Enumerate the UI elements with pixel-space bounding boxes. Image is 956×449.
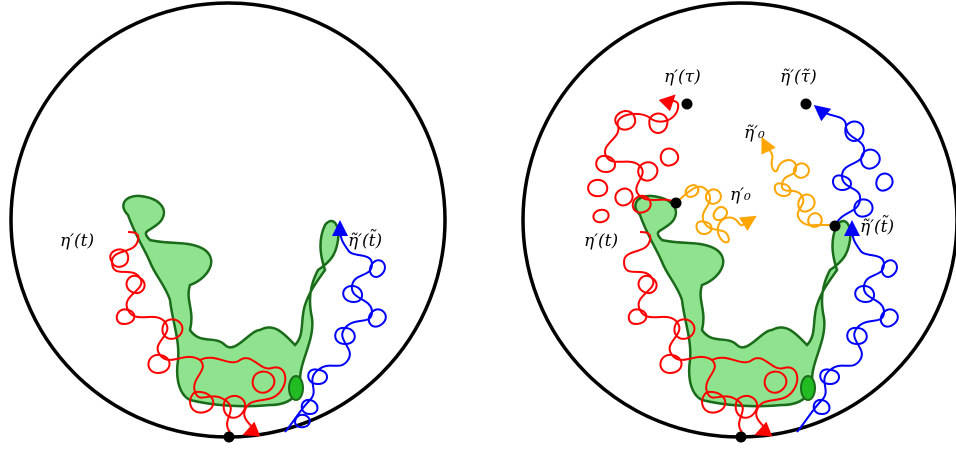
right-inner-blob [800, 375, 816, 401]
right-eta-tilde-t-point [829, 220, 841, 232]
right-eta-tilde-curve [796, 220, 886, 433]
right-hull-region [634, 194, 852, 408]
right-eta-t-point [670, 197, 682, 209]
left-inner-blob [288, 375, 304, 401]
right-label-eta-tilde: η̃′(t̃) [860, 215, 894, 237]
right-label-eta-tilde-zero: η̃′₀ [744, 123, 765, 143]
right-eta-tilde-zero-curve [761, 136, 836, 227]
right-label-eta: η′(t) [584, 231, 618, 251]
left-label-eta: η′(t) [60, 231, 94, 251]
right-label-eta-tau: η′(τ) [664, 67, 701, 87]
right-eta-tilde-tau-point [800, 98, 812, 110]
left-root-point [223, 431, 235, 443]
right-label-eta-zero: η′₀ [730, 185, 751, 205]
right-root-point [735, 431, 747, 443]
right-eta-tilde-zero-loops [773, 162, 823, 228]
right-eta-zero-loops [684, 184, 728, 236]
left-eta-tilde-curve [284, 220, 374, 433]
right-eta-loops [627, 274, 788, 419]
left-eta-loops [109, 248, 276, 419]
left-panel: η′(t) η̃′(t̃) [9, 1, 447, 443]
right-eta-tilde-extension-loops [832, 120, 894, 218]
right-eta-tau-point [681, 98, 693, 110]
left-eta-tilde-loops [294, 259, 387, 429]
right-label-eta-tilde-tau: η̃′(τ̃) [780, 67, 817, 87]
right-panel: η′(τ) η̃′(τ̃) η̃′₀ η′₀ η′(t) η̃′(t̃) [521, 1, 956, 443]
left-label-eta-tilde: η̃′(t̃) [348, 229, 382, 251]
right-eta-tilde-extension [813, 105, 866, 227]
right-eta-tilde-loops [812, 259, 899, 416]
left-hull-region [122, 194, 340, 408]
right-eta-extension [603, 94, 680, 204]
right-eta-extension-loops [587, 110, 680, 224]
